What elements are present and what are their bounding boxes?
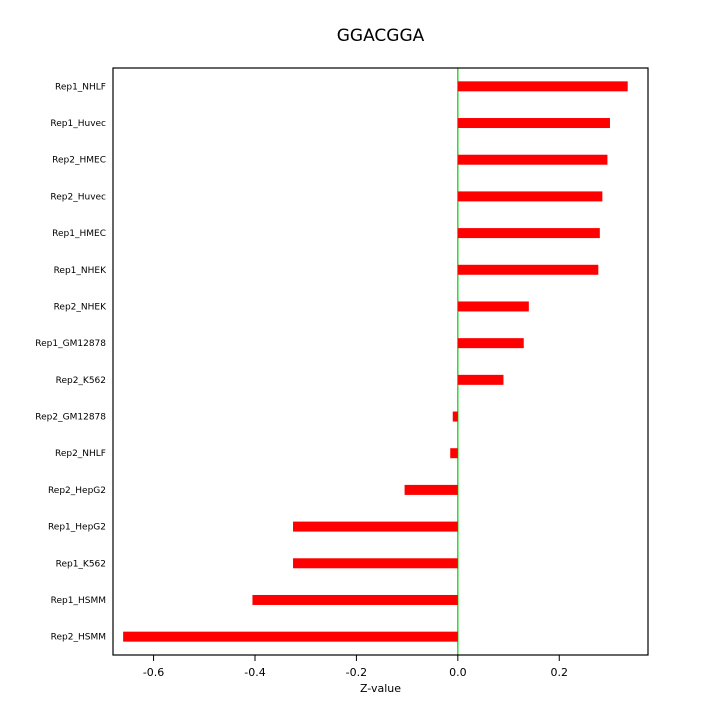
category-label: Rep2_Huvec	[50, 192, 106, 202]
bar	[123, 631, 458, 642]
category-label: Rep1_NHLF	[55, 82, 106, 92]
category-label: Rep1_HSMM	[51, 596, 106, 606]
chart-title: GGACGGA	[336, 26, 425, 46]
x-tick-label: 0.0	[449, 666, 467, 679]
category-label: Rep2_NHEK	[54, 302, 108, 312]
bar	[457, 228, 600, 239]
bar	[450, 448, 458, 459]
x-tick-label: 0.2	[551, 666, 569, 679]
category-label: Rep2_K562	[56, 376, 106, 386]
plot-border	[112, 67, 649, 656]
category-label: Rep2_NHLF	[55, 449, 106, 459]
category-label: Rep1_GM12878	[35, 339, 106, 349]
bar	[252, 594, 458, 605]
bar	[457, 264, 599, 275]
bar	[457, 81, 628, 92]
bar	[457, 301, 529, 312]
bar	[293, 521, 458, 532]
x-tick-label: -0.2	[346, 666, 367, 679]
bar	[457, 191, 603, 202]
x-axis-label: Z-value	[359, 682, 402, 695]
bar	[457, 118, 610, 129]
x-tick-label: -0.4	[244, 666, 265, 679]
category-label: Rep1_K562	[56, 559, 106, 569]
category-label: Rep2_HepG2	[48, 486, 106, 496]
category-label: Rep2_HMEC	[52, 156, 106, 166]
category-label: Rep1_HMEC	[52, 229, 106, 239]
category-label: Rep1_NHEK	[54, 266, 108, 276]
bar	[293, 558, 458, 569]
bar	[452, 411, 458, 422]
bar	[457, 154, 608, 165]
category-label: Rep2_HSMM	[51, 633, 106, 643]
bar	[404, 484, 458, 495]
x-tick-label: -0.6	[143, 666, 164, 679]
category-label: Rep1_Huvec	[50, 119, 106, 129]
bar	[457, 338, 524, 349]
category-label: Rep2_GM12878	[35, 413, 106, 423]
bar	[457, 374, 504, 385]
category-label: Rep1_HepG2	[48, 523, 106, 533]
